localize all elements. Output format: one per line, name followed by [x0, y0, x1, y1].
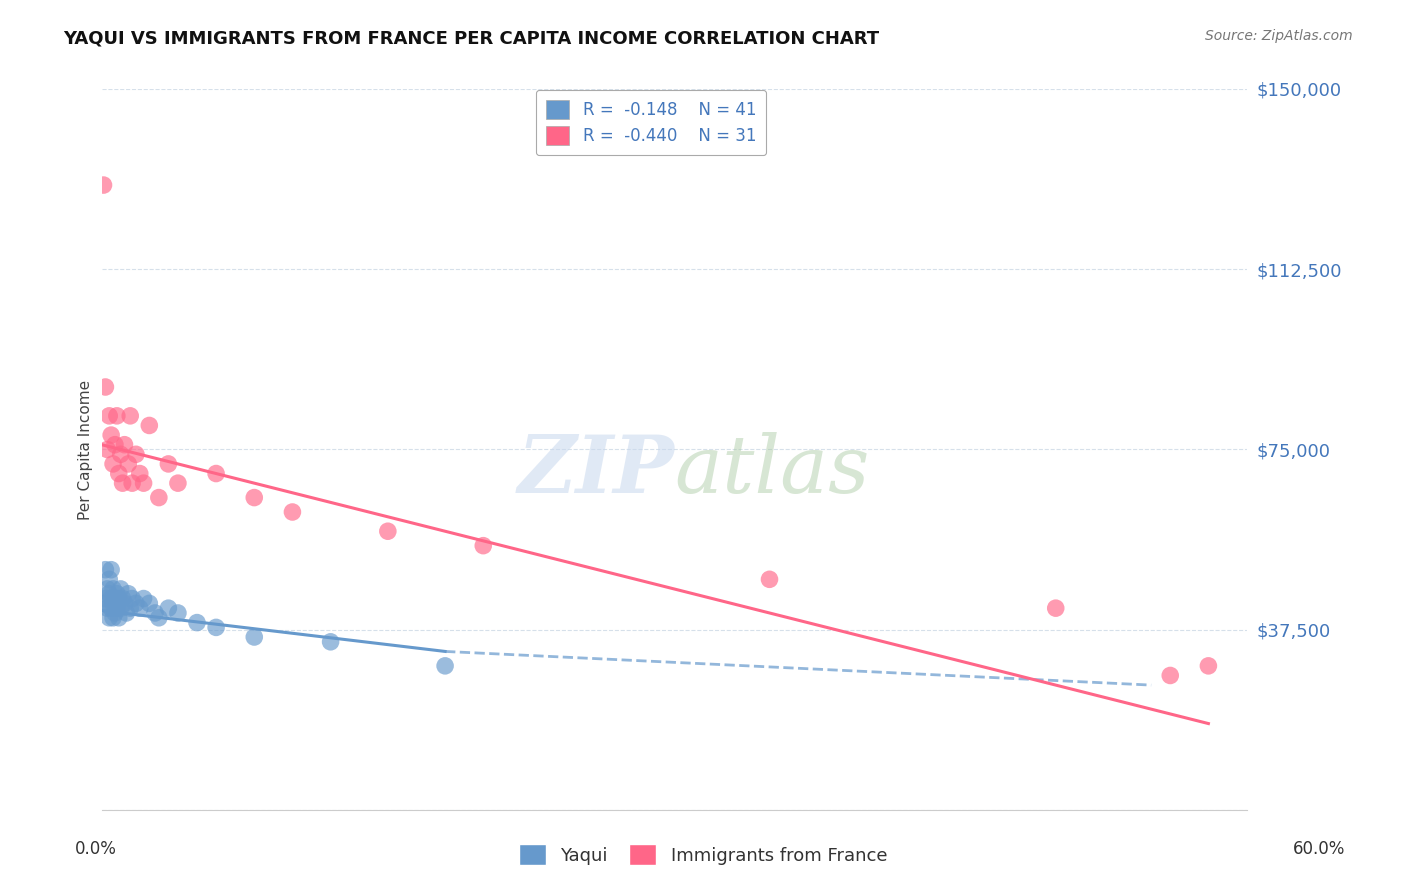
Point: [105, 409, 128, 423]
Point: [100, 601, 122, 615]
Point: [148, 611, 170, 625]
Point: [96, 601, 118, 615]
Text: 0.0%: 0.0%: [75, 840, 117, 858]
Point: [1159, 668, 1181, 682]
Point: [114, 438, 136, 452]
Point: [132, 591, 155, 606]
Point: [111, 591, 134, 606]
Text: atlas: atlas: [673, 433, 869, 510]
Point: [100, 591, 122, 606]
Point: [281, 505, 304, 519]
Point: [117, 587, 139, 601]
Point: [121, 476, 143, 491]
Point: [125, 596, 148, 610]
Point: [1197, 658, 1219, 673]
Point: [107, 467, 129, 481]
Y-axis label: Per Capita Income: Per Capita Income: [79, 379, 93, 519]
Point: [138, 418, 160, 433]
Text: Source: ZipAtlas.com: Source: ZipAtlas.com: [1205, 29, 1353, 44]
Point: [138, 596, 160, 610]
Point: [101, 611, 124, 625]
Point: [94, 563, 117, 577]
Point: [243, 630, 266, 644]
Point: [319, 635, 342, 649]
Point: [120, 409, 142, 423]
Point: [93, 178, 115, 192]
Point: [98, 409, 121, 423]
Point: [104, 438, 127, 452]
Point: [243, 491, 266, 505]
Point: [94, 380, 117, 394]
Point: [128, 601, 150, 615]
Point: [472, 539, 495, 553]
Point: [96, 582, 118, 596]
Point: [94, 591, 117, 606]
Point: [157, 601, 180, 615]
Point: [101, 457, 124, 471]
Point: [758, 572, 780, 586]
Point: [114, 596, 136, 610]
Point: [1045, 601, 1067, 615]
Point: [167, 606, 190, 620]
Point: [128, 467, 150, 481]
Point: [167, 476, 190, 491]
Point: [125, 447, 148, 461]
Point: [98, 572, 121, 586]
Point: [105, 601, 128, 615]
Point: [101, 582, 124, 596]
Point: [117, 457, 139, 471]
Point: [132, 476, 155, 491]
Point: [100, 563, 122, 577]
Legend: R =  -0.148    N = 41, R =  -0.440    N = 31: R = -0.148 N = 41, R = -0.440 N = 31: [536, 90, 766, 155]
Point: [105, 587, 128, 601]
Point: [205, 620, 228, 634]
Point: [157, 457, 180, 471]
Point: [98, 611, 121, 625]
Point: [143, 606, 166, 620]
Point: [104, 591, 127, 606]
Point: [100, 428, 122, 442]
Point: [101, 596, 124, 610]
Point: [115, 606, 138, 620]
Point: [120, 601, 142, 615]
Text: ZIP: ZIP: [517, 433, 673, 510]
Point: [110, 447, 132, 461]
Point: [377, 524, 399, 539]
Point: [98, 587, 121, 601]
Point: [121, 591, 143, 606]
Point: [96, 442, 118, 457]
Point: [148, 491, 170, 505]
Point: [186, 615, 208, 630]
Text: YAQUI VS IMMIGRANTS FROM FRANCE PER CAPITA INCOME CORRELATION CHART: YAQUI VS IMMIGRANTS FROM FRANCE PER CAPI…: [63, 29, 879, 47]
Point: [104, 606, 127, 620]
Point: [110, 582, 132, 596]
Point: [107, 591, 129, 606]
Point: [205, 467, 228, 481]
Point: [107, 611, 129, 625]
Point: [434, 658, 457, 673]
Point: [93, 596, 115, 610]
Text: 60.0%: 60.0%: [1292, 840, 1346, 858]
Legend: Yaqui, Immigrants from France: Yaqui, Immigrants from France: [512, 837, 894, 872]
Point: [111, 476, 134, 491]
Point: [110, 601, 132, 615]
